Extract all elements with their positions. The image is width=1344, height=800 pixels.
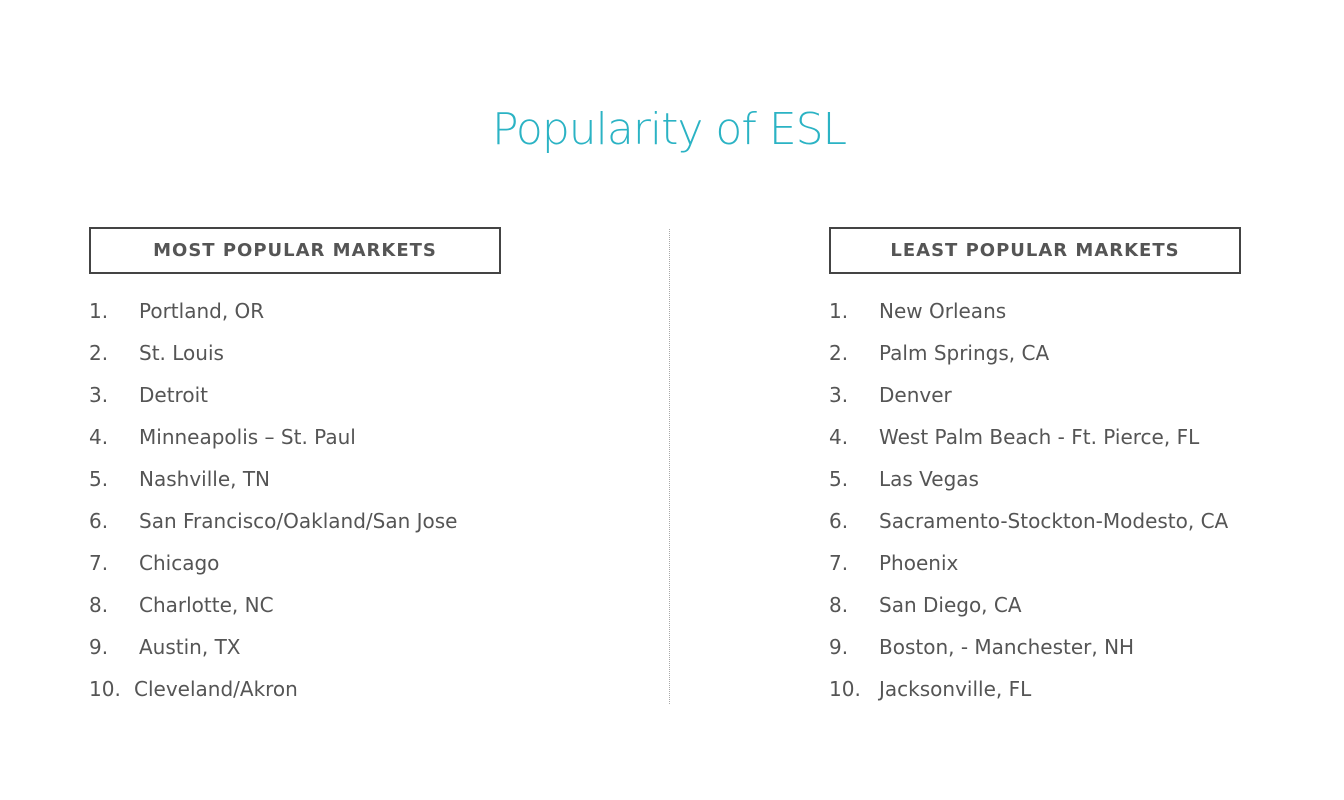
- column-divider: [669, 229, 670, 704]
- list-item: 6. Sacramento-Stockton-Modesto, CA: [829, 500, 1299, 542]
- least-popular-list: 1. New Orleans 2. Palm Springs, CA 3. Denve…: [829, 290, 1299, 710]
- market-name: Charlotte, NC: [139, 593, 274, 617]
- market-name: Nashville, TN: [139, 467, 271, 491]
- rank-number: 10.: [89, 677, 121, 701]
- most-popular-column: MOST POPULAR MARKETS 1. Portland, OR 2. St…: [89, 227, 559, 710]
- list-item: 10. Jacksonville, FL: [829, 668, 1299, 710]
- market-name: Portland, OR: [139, 299, 265, 323]
- rank-number: 8.: [89, 593, 109, 617]
- list-item: 2. Palm Springs, CA: [829, 332, 1299, 374]
- rank-number: 4.: [89, 425, 109, 449]
- market-name: Chicago: [139, 551, 220, 575]
- rank-number: 5.: [89, 467, 109, 491]
- least-popular-column: LEAST POPULAR MARKETS 1. New Orleans 2. Pa…: [829, 227, 1299, 710]
- market-name: Jacksonville, FL: [879, 677, 1032, 701]
- least-popular-heading: LEAST POPULAR MARKETS: [829, 227, 1241, 274]
- rank-number: 5.: [829, 467, 849, 491]
- market-name: San Diego, CA: [879, 593, 1022, 617]
- rank-number: 3.: [829, 383, 849, 407]
- rank-number: 6.: [829, 509, 849, 533]
- rank-number: 10.: [829, 677, 861, 701]
- rank-number: 8.: [829, 593, 849, 617]
- list-item: 7. Phoenix: [829, 542, 1299, 584]
- market-name: West Palm Beach - Ft. Pierce, FL: [879, 425, 1200, 449]
- most-popular-heading: MOST POPULAR MARKETS: [89, 227, 501, 274]
- rank-number: 1.: [89, 299, 109, 323]
- rank-number: 9.: [89, 635, 109, 659]
- market-name: Boston, - Manchester, NH: [879, 635, 1135, 659]
- list-item: 5. Las Vegas: [829, 458, 1299, 500]
- list-item: 9. Boston, - Manchester, NH: [829, 626, 1299, 668]
- list-item: 10. Cleveland/Akron: [89, 668, 559, 710]
- list-item: 6. San Francisco/Oakland/San Jose: [89, 500, 559, 542]
- list-item: 1. Portland, OR: [89, 290, 559, 332]
- market-name: Phoenix: [879, 551, 959, 575]
- market-name: Minneapolis – St. Paul: [139, 425, 356, 449]
- list-item: 4. West Palm Beach - Ft. Pierce, FL: [829, 416, 1299, 458]
- rank-number: 2.: [829, 341, 849, 365]
- list-item: 2. St. Louis: [89, 332, 559, 374]
- market-name: Austin, TX: [139, 635, 241, 659]
- market-name: Denver: [879, 383, 952, 407]
- list-item: 1. New Orleans: [829, 290, 1299, 332]
- list-item: 8. San Diego, CA: [829, 584, 1299, 626]
- market-name: St. Louis: [139, 341, 224, 365]
- list-item: 3. Detroit: [89, 374, 559, 416]
- rank-number: 4.: [829, 425, 849, 449]
- list-item: 4. Minneapolis – St. Paul: [89, 416, 559, 458]
- rank-number: 7.: [89, 551, 109, 575]
- rank-number: 1.: [829, 299, 849, 323]
- most-popular-list: 1. Portland, OR 2. St. Louis 3. Detroit 4. M…: [89, 290, 559, 710]
- list-item: 9. Austin, TX: [89, 626, 559, 668]
- market-name: New Orleans: [879, 299, 1007, 323]
- list-item: 3. Denver: [829, 374, 1299, 416]
- list-item: 5. Nashville, TN: [89, 458, 559, 500]
- page-title: Popularity of ESL: [491, 104, 847, 155]
- rank-number: 7.: [829, 551, 849, 575]
- market-name: Palm Springs, CA: [879, 341, 1050, 365]
- rank-number: 9.: [829, 635, 849, 659]
- market-name: San Francisco/Oakland/San Jose: [139, 509, 458, 533]
- market-name: Las Vegas: [879, 467, 979, 491]
- rank-number: 3.: [89, 383, 109, 407]
- rank-number: 6.: [89, 509, 109, 533]
- market-name: Cleveland/Akron: [134, 677, 298, 701]
- rank-number: 2.: [89, 341, 109, 365]
- list-item: 8. Charlotte, NC: [89, 584, 559, 626]
- market-name: Sacramento-Stockton-Modesto, CA: [879, 509, 1229, 533]
- list-item: 7. Chicago: [89, 542, 559, 584]
- market-name: Detroit: [139, 383, 208, 407]
